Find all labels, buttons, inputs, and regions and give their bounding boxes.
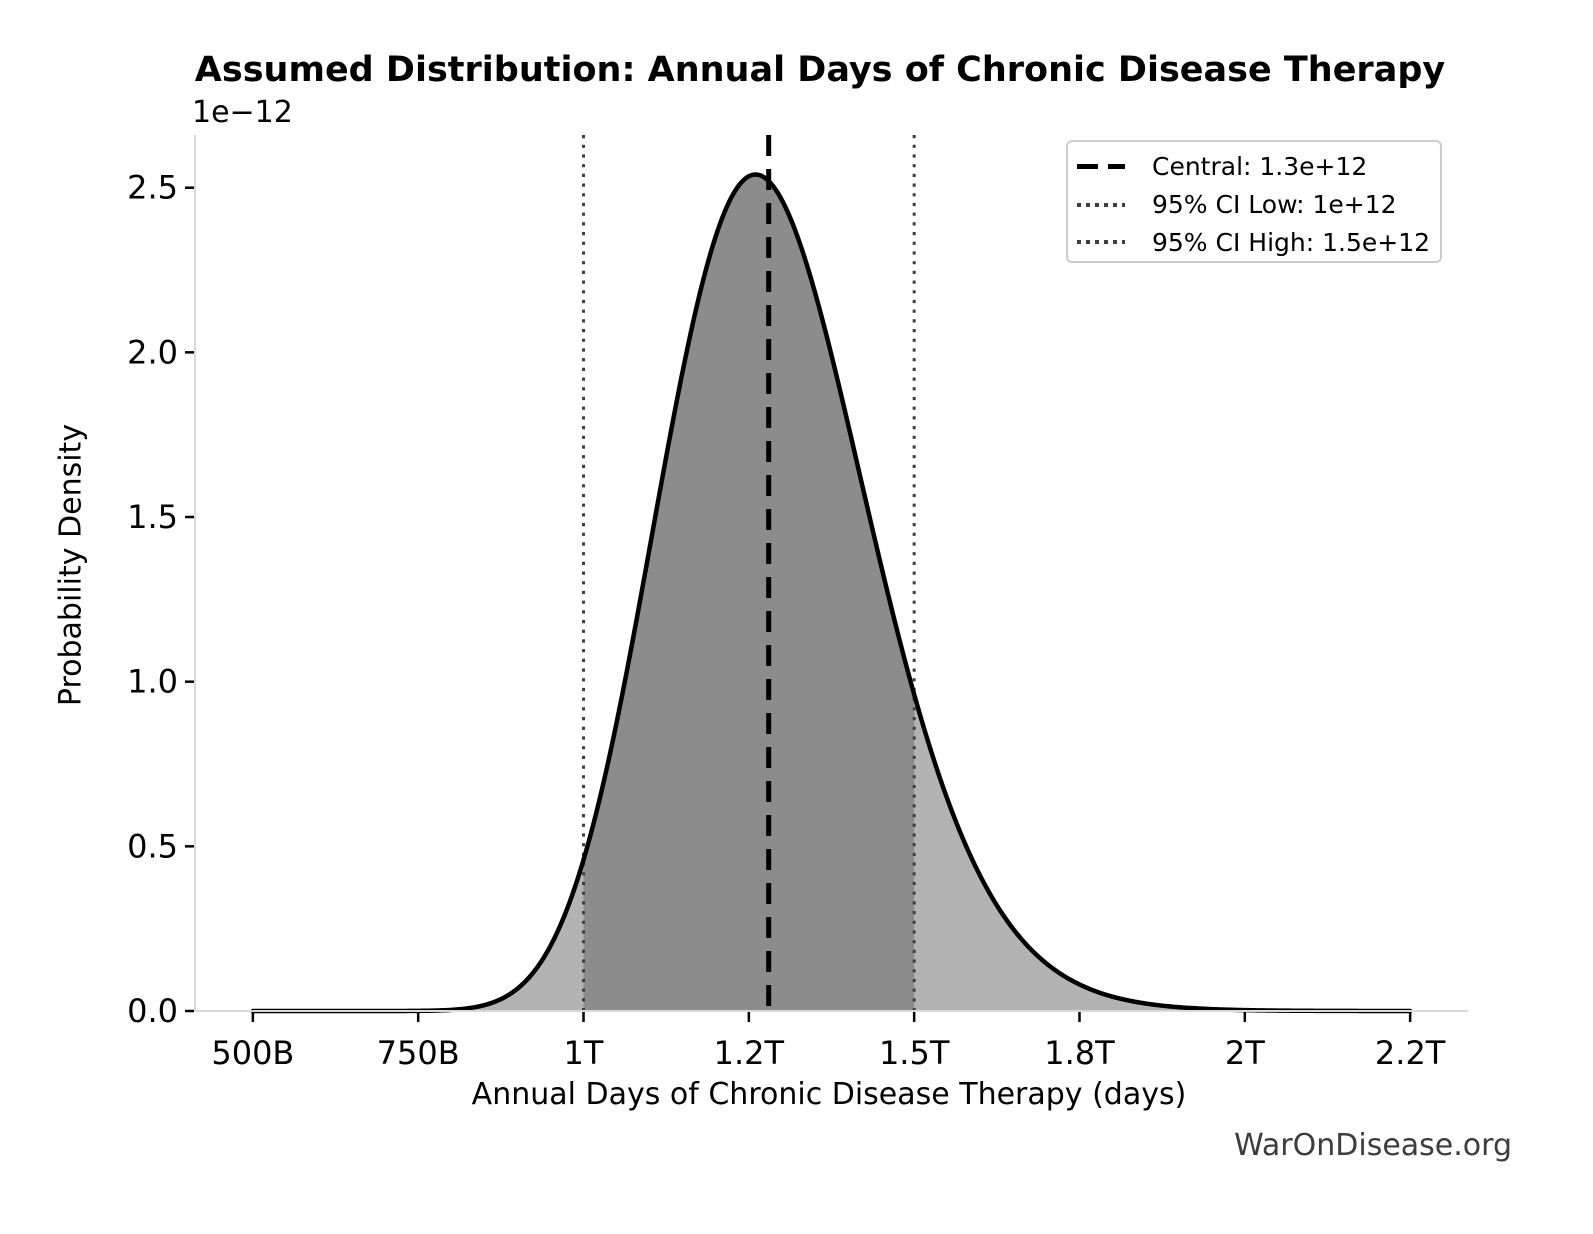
dotted-line-icon [1077, 240, 1125, 245]
dotted-line-icon [1077, 202, 1125, 207]
y-tick-label: 1.0 [127, 663, 178, 701]
x-tick-label: 1T [564, 1034, 604, 1072]
x-tick-label: 1.2T [714, 1034, 785, 1072]
x-tick-label: 1.8T [1044, 1034, 1115, 1072]
y-tick-label: 1.5 [127, 498, 178, 536]
legend: Central: 1.3e+12 95% CI Low: 1e+12 95% C… [1066, 140, 1442, 263]
density-fill-inner [583, 174, 915, 1011]
y-tick-label: 2.0 [127, 333, 178, 371]
y-axis-scale-offset: 1e−12 [192, 95, 293, 130]
dashed-line-icon [1077, 164, 1125, 170]
legend-item-central: Central: 1.3e+12 [1077, 148, 1440, 186]
x-tick-label: 2T [1225, 1034, 1265, 1072]
x-tick-label: 750B [377, 1034, 460, 1072]
legend-label-ci-high: 95% CI High: 1.5e+12 [1152, 227, 1431, 257]
y-tick-label: 0.0 [127, 992, 178, 1030]
legend-label-ci-low: 95% CI Low: 1e+12 [1152, 190, 1397, 219]
y-tick-label: 0.5 [127, 827, 178, 865]
x-axis-label: Annual Days of Chronic Disease Therapy (… [471, 1077, 1187, 1112]
x-tick-label: 1.5T [879, 1034, 950, 1072]
legend-item-ci-low: 95% CI Low: 1e+12 [1077, 186, 1440, 224]
x-tick-label: 500B [211, 1034, 294, 1072]
chart-title: Assumed Distribution: Annual Days of Chr… [194, 50, 1446, 90]
y-axis-label: Probability Density [53, 423, 89, 707]
watermark: WarOnDisease.org [1234, 1128, 1512, 1163]
legend-item-ci-high: 95% CI High: 1.5e+12 [1077, 223, 1440, 261]
y-tick-label: 2.5 [127, 169, 178, 207]
x-tick-label: 2.2T [1375, 1034, 1446, 1072]
legend-label-central: Central: 1.3e+12 [1152, 152, 1368, 182]
